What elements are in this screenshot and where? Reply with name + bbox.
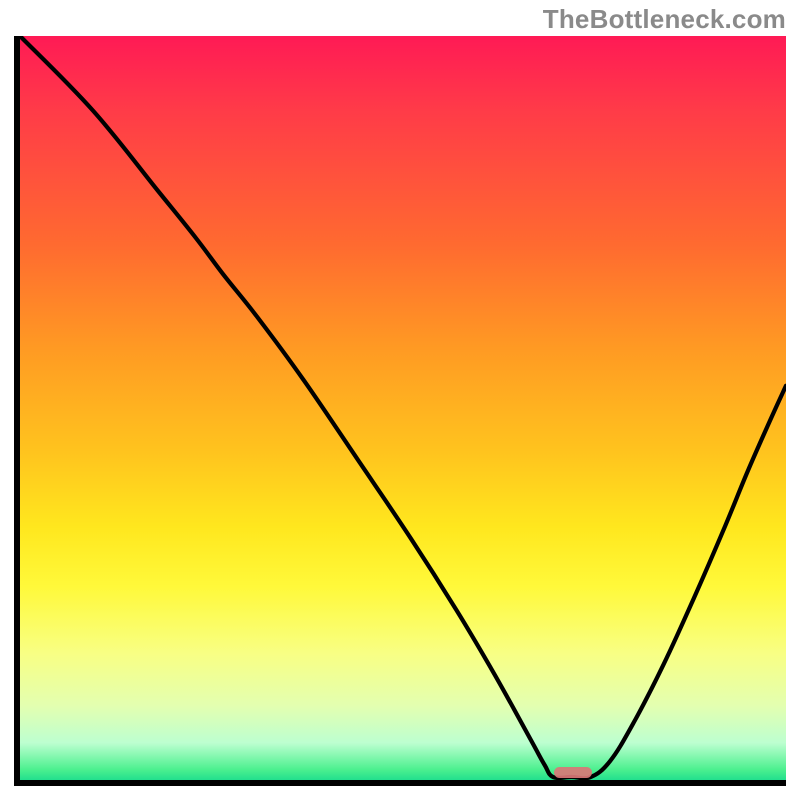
plot-area (14, 36, 786, 786)
watermark-text: TheBottleneck.com (543, 4, 786, 35)
gradient-background (20, 36, 786, 780)
optimal-marker (554, 767, 592, 779)
